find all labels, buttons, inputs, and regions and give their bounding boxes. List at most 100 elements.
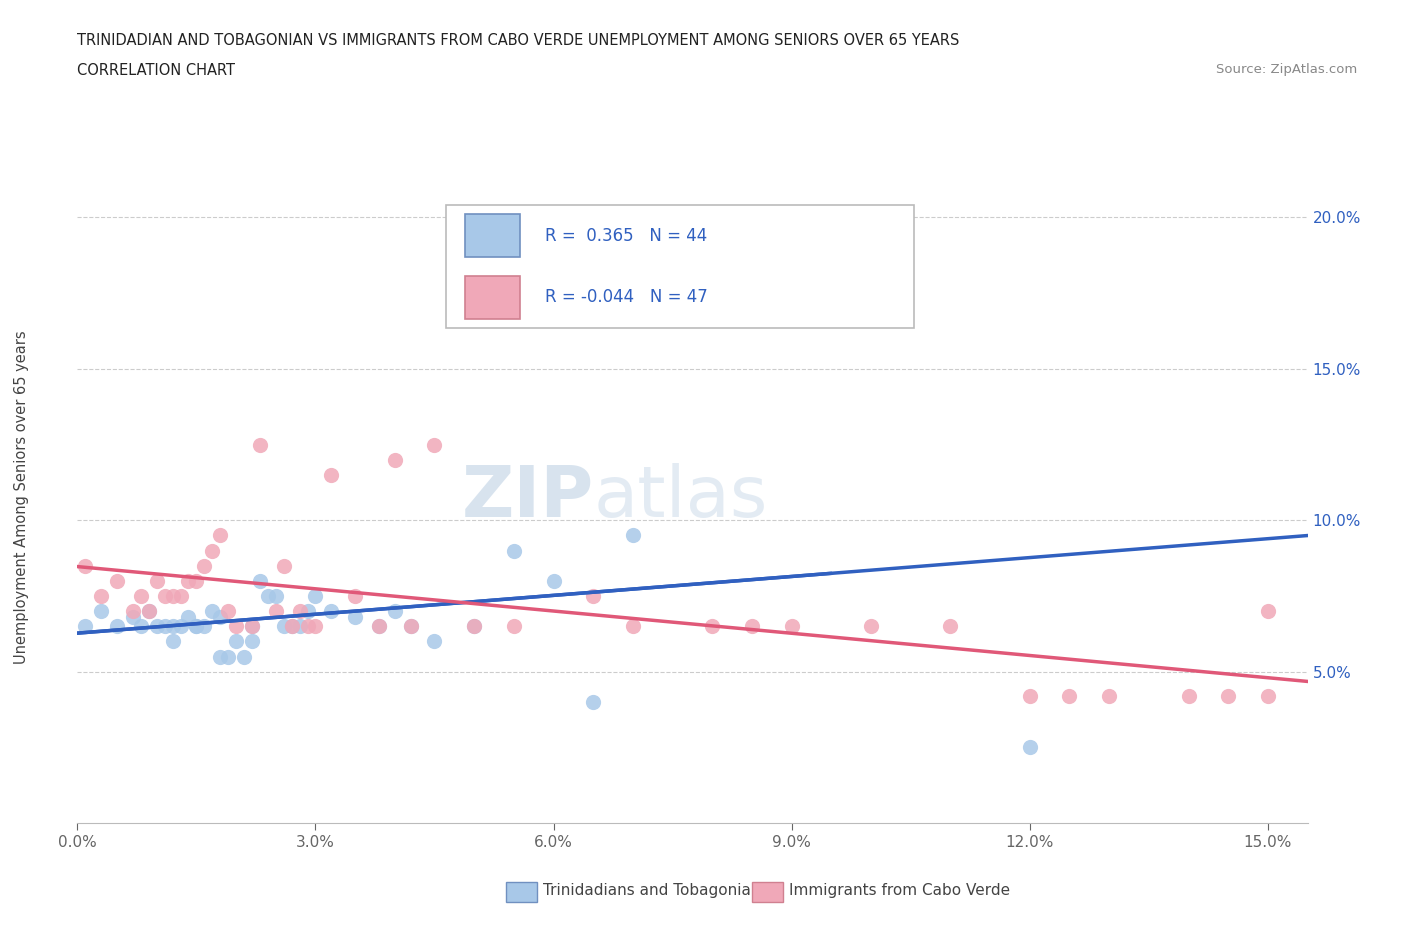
Point [75,558,97,573]
Point [209,610,232,625]
Text: Immigrants from Cabo Verde: Immigrants from Cabo Verde [789,884,1010,898]
Point [129,589,152,604]
Point [384,452,406,467]
Point [1018,688,1040,703]
Point [1059,688,1081,703]
Text: Unemployment Among Seniors over 65 years: Unemployment Among Seniors over 65 years [14,331,28,664]
Point [264,589,287,604]
Point [186,618,208,633]
Point [399,618,422,633]
Point [249,437,271,452]
Bar [465,215,520,257]
Point [169,618,191,633]
Point [169,589,191,604]
Point [249,574,271,589]
Point [1018,740,1040,755]
Point [138,604,160,618]
Point [162,589,184,604]
Point [304,618,326,633]
Point [240,618,263,633]
Point [186,618,208,633]
Point [502,543,524,558]
Point [264,604,287,618]
Point [582,589,605,604]
Point [201,604,224,618]
Point [153,618,176,633]
Point [240,634,263,649]
Point [780,618,803,633]
Point [344,589,367,604]
Point [1218,688,1240,703]
Point [621,618,644,633]
Text: ZIP: ZIP [461,463,595,532]
Point [463,618,485,633]
Text: R =  0.365   N = 44: R = 0.365 N = 44 [546,227,707,245]
Point [368,618,391,633]
Point [177,574,200,589]
Point [423,634,446,649]
Point [384,604,406,618]
Point [280,618,302,633]
Point [1177,688,1199,703]
Point [209,649,232,664]
Point [702,618,724,633]
Point [122,604,145,618]
Point [1098,688,1121,703]
Point [145,618,167,633]
Point [145,574,167,589]
Point [399,618,422,633]
Point [217,649,239,664]
Point [90,604,112,618]
Point [543,574,565,589]
Point [153,589,176,604]
Point [217,604,239,618]
Point [75,618,97,633]
Point [186,574,208,589]
Point [463,618,485,633]
Point [273,618,295,633]
Point [502,618,524,633]
Point [368,618,391,633]
Point [280,618,302,633]
Point [939,618,962,633]
Point [138,604,160,618]
Point [90,589,112,604]
Point [741,618,763,633]
Point [209,528,232,543]
Point [304,589,326,604]
Point [105,574,128,589]
Point [240,618,263,633]
Point [122,610,145,625]
Text: Trinidadians and Tobagonians: Trinidadians and Tobagonians [543,884,768,898]
Point [256,589,278,604]
Point [423,437,446,452]
Point [162,618,184,633]
Point [582,695,605,710]
Text: atlas: atlas [595,463,769,532]
Bar [465,276,520,319]
Point [288,604,311,618]
Point [288,618,311,633]
Point [225,618,247,633]
Point [233,649,256,664]
Point [201,543,224,558]
FancyBboxPatch shape [447,205,914,328]
Text: TRINIDADIAN AND TOBAGONIAN VS IMMIGRANTS FROM CABO VERDE UNEMPLOYMENT AMONG SENI: TRINIDADIAN AND TOBAGONIAN VS IMMIGRANTS… [77,33,960,47]
Point [780,256,803,271]
Point [860,618,883,633]
Point [225,634,247,649]
Point [321,604,343,618]
Point [273,558,295,573]
Point [162,634,184,649]
Point [621,528,644,543]
Point [1257,688,1279,703]
Point [177,610,200,625]
Text: R = -0.044   N = 47: R = -0.044 N = 47 [546,288,707,306]
Point [344,610,367,625]
Point [129,618,152,633]
Text: CORRELATION CHART: CORRELATION CHART [77,63,235,78]
Point [193,618,215,633]
Text: Source: ZipAtlas.com: Source: ZipAtlas.com [1216,63,1357,76]
Point [1257,604,1279,618]
Point [321,468,343,483]
